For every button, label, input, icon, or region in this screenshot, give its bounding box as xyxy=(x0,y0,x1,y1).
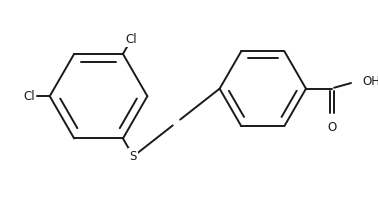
Text: OH: OH xyxy=(362,75,378,88)
Text: Cl: Cl xyxy=(23,90,35,103)
Text: O: O xyxy=(328,121,337,134)
Text: Cl: Cl xyxy=(125,33,137,46)
Text: S: S xyxy=(130,150,137,163)
